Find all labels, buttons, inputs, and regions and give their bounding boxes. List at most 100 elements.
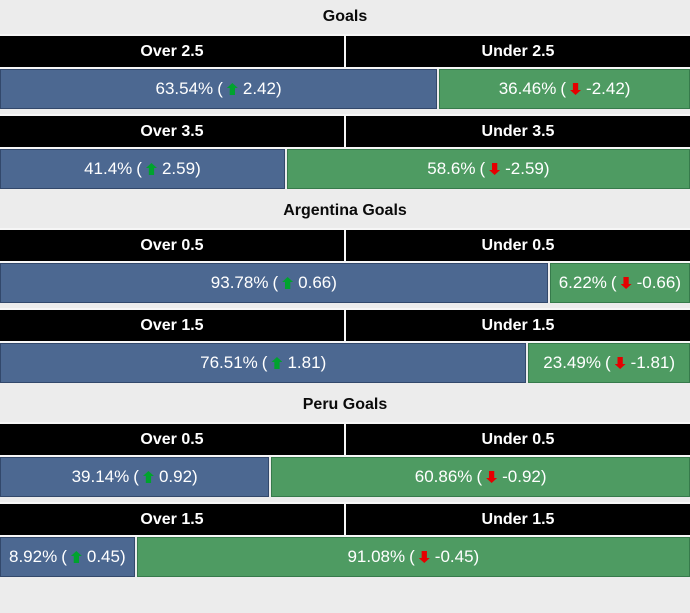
- under-header: Under 1.5: [346, 504, 690, 535]
- over-odds: 1.81: [287, 353, 321, 372]
- over-header: Over 1.5: [0, 310, 344, 341]
- over-odds: 0.66: [298, 273, 332, 292]
- paren: (: [133, 467, 139, 486]
- over-bar-segment: 39.14%(0.92): [0, 457, 270, 497]
- under-header: Under 1.5: [346, 310, 690, 341]
- under-odds: -1.81: [630, 353, 670, 372]
- under-odds: -0.45: [434, 547, 474, 566]
- under-odds: -2.42: [586, 79, 625, 98]
- market-header-row: Over 1.5 Under 1.5: [0, 308, 690, 343]
- paren: ): [669, 353, 676, 372]
- over-bar-segment: 63.54%(2.42): [0, 69, 438, 109]
- paren: ): [320, 353, 327, 372]
- over-bar-segment: 41.4%(2.59): [0, 149, 285, 189]
- probability-bar: 63.54%(2.42) 36.46%(-2.42): [0, 69, 690, 109]
- trend-up-icon: [142, 471, 154, 483]
- over-header: Over 3.5: [0, 116, 344, 147]
- paren: (: [409, 547, 415, 566]
- trend-up-icon: [226, 83, 238, 95]
- under-percentage: 91.08%: [347, 547, 406, 566]
- trend-down-icon: [614, 357, 626, 369]
- trend-down-icon: [570, 83, 582, 95]
- over-bar-segment: 93.78%(0.66): [0, 263, 548, 303]
- market-header-row: Over 1.5 Under 1.5: [0, 502, 690, 537]
- market-header-row: Over 2.5 Under 2.5: [0, 34, 690, 69]
- over-header: Over 0.5: [0, 424, 344, 455]
- over-percentage: 76.51%: [200, 353, 258, 372]
- trend-up-icon: [282, 277, 294, 289]
- paren: ): [195, 159, 201, 178]
- paren: ): [624, 79, 631, 98]
- trend-down-icon: [620, 277, 632, 289]
- paren: (: [479, 159, 486, 178]
- trend-down-icon: [418, 551, 430, 563]
- under-header: Under 3.5: [346, 116, 690, 147]
- paren: (: [604, 353, 611, 372]
- under-bar-segment: 58.6%( -2.59): [286, 149, 690, 189]
- trend-up-icon: [271, 357, 283, 369]
- under-percentage: 6.22%: [558, 273, 607, 292]
- under-header: Under 0.5: [346, 424, 690, 455]
- paren: (: [61, 547, 67, 566]
- under-percentage: 36.46%: [498, 79, 557, 98]
- probability-bar: 8.92%(0.45) 91.08%(-0.45): [0, 537, 690, 577]
- paren: ): [540, 467, 547, 486]
- over-header: Over 1.5: [0, 504, 344, 535]
- over-header: Over 0.5: [0, 230, 344, 261]
- paren: ): [192, 467, 198, 486]
- over-odds: 2.42: [242, 79, 276, 98]
- under-odds: -2.59: [505, 159, 544, 178]
- over-percentage: 8.92%: [9, 547, 58, 566]
- under-odds: -0.92: [502, 467, 541, 486]
- under-bar-segment: 60.86%( -0.92): [271, 457, 690, 497]
- market-header-row: Over 0.5 Under 0.5: [0, 422, 690, 457]
- paren: (: [217, 79, 223, 98]
- under-percentage: 60.86%: [414, 467, 473, 486]
- section-title-peru-goals: Peru Goals: [0, 388, 690, 422]
- paren: (: [261, 353, 268, 372]
- paren: ): [119, 547, 126, 566]
- paren: (: [610, 273, 617, 292]
- under-bar-segment: 91.08%( -0.45): [136, 537, 690, 577]
- trend-up-icon: [70, 551, 82, 563]
- under-bar-segment: 23.49%( -1.81): [528, 343, 690, 383]
- under-header: Under 0.5: [346, 230, 690, 261]
- over-percentage: 93.78%: [210, 273, 269, 292]
- paren: ): [473, 547, 480, 566]
- probability-bar: 76.51%(1.81) 23.49%(-1.81): [0, 343, 690, 383]
- under-percentage: 23.49%: [543, 353, 601, 372]
- under-bar-segment: 6.22%( -0.66): [549, 263, 690, 303]
- paren: ): [675, 273, 681, 292]
- paren: ): [543, 159, 550, 178]
- market-header-row: Over 0.5 Under 0.5: [0, 228, 690, 263]
- over-percentage: 63.54%: [155, 79, 214, 98]
- trend-down-icon: [489, 163, 501, 175]
- over-percentage: 41.4%: [84, 159, 133, 178]
- over-odds: 0.45: [86, 547, 120, 566]
- paren: ): [275, 79, 282, 98]
- under-bar-segment: 36.46%( -2.42): [439, 69, 690, 109]
- over-odds: 2.59: [161, 159, 196, 178]
- over-under-goals-widget: Goals Over 2.5 Under 2.5 63.54%(2.42) 36…: [0, 0, 690, 577]
- over-percentage: 39.14%: [71, 467, 130, 486]
- paren: (: [560, 79, 567, 98]
- over-header: Over 2.5: [0, 36, 344, 67]
- paren: ): [331, 273, 337, 292]
- paren: (: [272, 273, 279, 292]
- paren: (: [476, 467, 483, 486]
- section-title-argentina-goals: Argentina Goals: [0, 194, 690, 228]
- probability-bar: 39.14%(0.92) 60.86%(-0.92): [0, 457, 690, 497]
- trend-up-icon: [145, 163, 157, 175]
- under-header: Under 2.5: [346, 36, 690, 67]
- trend-down-icon: [486, 471, 498, 483]
- market-header-row: Over 3.5 Under 3.5: [0, 114, 690, 149]
- over-odds: 0.92: [158, 467, 193, 486]
- over-bar-segment: 8.92%(0.45): [0, 537, 135, 577]
- probability-bar: 93.78%(0.66) 6.22%(-0.66): [0, 263, 690, 303]
- section-title-goals: Goals: [0, 0, 690, 34]
- under-odds: -0.66: [636, 273, 676, 292]
- under-percentage: 58.6%: [427, 159, 476, 178]
- over-bar-segment: 76.51%(1.81): [0, 343, 527, 383]
- probability-bar: 41.4%(2.59) 58.6%(-2.59): [0, 149, 690, 189]
- paren: (: [136, 159, 142, 178]
